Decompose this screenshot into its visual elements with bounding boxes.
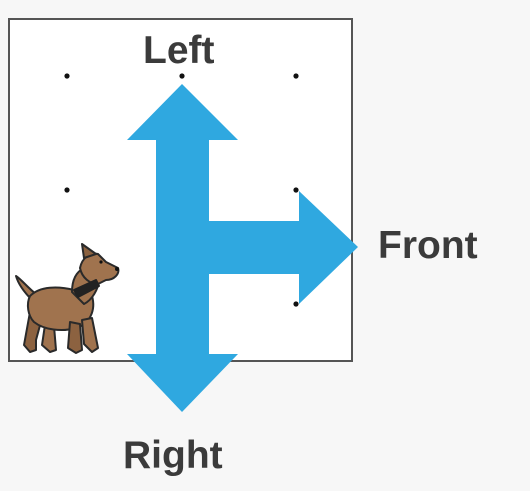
arrow-up-head	[127, 84, 238, 140]
grid-dot	[179, 73, 185, 79]
label-right: Right	[123, 434, 223, 477]
arrow-down-head	[127, 354, 238, 412]
grid-dot	[64, 187, 70, 193]
grid-dot	[293, 301, 299, 307]
grid-dot	[293, 73, 299, 79]
dog-front-leg	[67, 321, 83, 354]
grid-dot	[293, 187, 299, 193]
dog-front-leg	[81, 317, 99, 353]
grid-dot	[64, 73, 70, 79]
grid-dots	[64, 73, 299, 307]
arrow-vertical-shaft	[156, 138, 209, 360]
dog-nose	[115, 267, 119, 271]
arrow-right-head	[299, 191, 358, 304]
dog-icon	[15, 243, 120, 354]
dog-ear	[81, 243, 97, 259]
label-left: Left	[143, 29, 215, 72]
dog-collar	[73, 279, 100, 298]
label-front: Front	[378, 224, 478, 267]
dog-eye	[99, 260, 103, 264]
arrow-horizontal-shaft	[205, 221, 305, 274]
three-way-arrow-icon	[127, 84, 358, 412]
